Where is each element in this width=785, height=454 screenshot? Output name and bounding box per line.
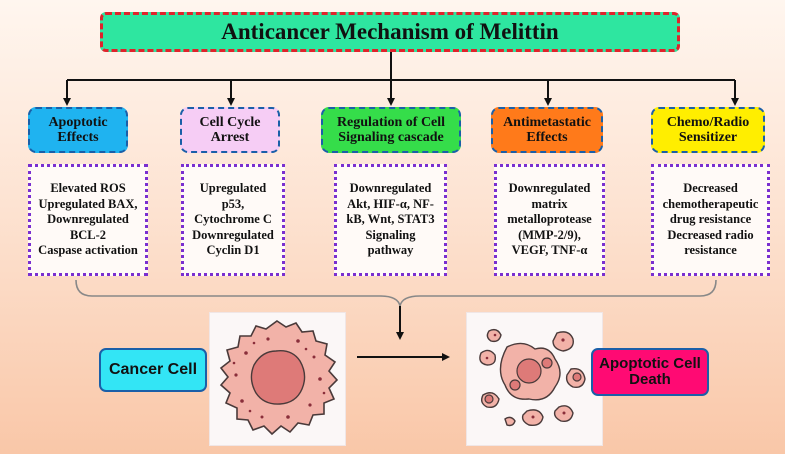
apoptotic-effects-heading: Apoptotic Effects — [28, 107, 128, 153]
cell-cycle-arrest-heading: Cell Cycle Arrest — [180, 107, 280, 153]
apoptotic-cell-illustration — [466, 312, 603, 446]
signaling-cascade-details: Downregulated Akt, HIF-α, NF- kB, Wnt, S… — [334, 164, 447, 276]
cell-cycle-arrest-details: Upregulated p53, Cytochrome C Downregula… — [181, 164, 285, 276]
apoptotic-effects-details: Elevated ROS Upregulated BAX, Downregula… — [28, 164, 148, 276]
antimetastatic-effects-details: Downregulated matrix metalloprotease (MM… — [494, 164, 605, 276]
apoptotic-fragments-icon — [479, 328, 586, 427]
cancer-cell-label: Cancer Cell — [99, 348, 207, 392]
signaling-cascade-heading: Regulation of Cell Signaling cascade — [321, 107, 461, 153]
chemo-radio-sensitizer-details: Decreased chemotherapeutic drug resistan… — [651, 164, 770, 276]
apoptotic-cell-death-label: Apoptotic Cell Death — [591, 348, 709, 396]
diagram-title: Anticancer Mechanism of Melittin — [100, 12, 680, 52]
cancer-cell-illustration — [209, 312, 346, 446]
antimetastatic-effects-heading: Antimetastatic Effects — [491, 107, 603, 153]
chemo-radio-sensitizer-heading: Chemo/Radio Sensitizer — [651, 107, 765, 153]
cancer-cell-icon — [219, 320, 339, 436]
